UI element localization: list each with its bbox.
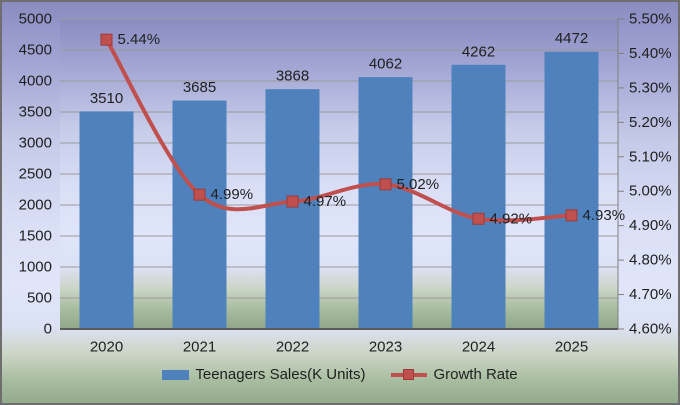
line-value-label: 4.97%	[304, 193, 347, 210]
x-axis-label: 2023	[369, 339, 402, 356]
left-axis-tick-label: 2500	[19, 166, 52, 183]
right-axis-tick-label: 5.50%	[629, 11, 672, 28]
line-series-swatch	[391, 369, 428, 380]
line-value-label: 4.92%	[490, 210, 533, 227]
x-axis-label: 2025	[555, 339, 588, 356]
left-axis-tick-label: 2000	[19, 197, 52, 214]
legend-item-growth: Growth Rate	[391, 366, 518, 383]
line-swatch-marker	[403, 369, 415, 380]
left-axis-tick-label: 500	[27, 290, 52, 307]
line-value-label: 5.44%	[118, 31, 161, 48]
marker-2024	[472, 212, 485, 225]
line-value-label: 4.99%	[211, 186, 254, 203]
left-axis-tick-label: 3000	[19, 135, 52, 152]
right-axis-tick-label: 5.00%	[629, 183, 672, 200]
marker-2021	[193, 188, 206, 201]
left-axis-tick-label: 0	[44, 321, 52, 338]
bar-value-label: 4262	[462, 43, 495, 60]
x-axis-label: 2024	[462, 339, 495, 356]
bar-value-label: 3868	[276, 68, 309, 85]
bar-2024	[451, 64, 506, 330]
bar-2020	[79, 111, 134, 329]
legend: Teenagers Sales(K Units) Growth Rate	[2, 366, 678, 383]
right-axis-tick-label: 4.80%	[629, 252, 672, 269]
left-axis-tick-label: 5000	[19, 11, 52, 28]
bar-value-label: 4062	[369, 56, 402, 73]
bar-value-label: 4472	[555, 30, 588, 47]
x-axis-label: 2020	[90, 339, 123, 356]
legend-label-growth: Growth Rate	[433, 366, 518, 383]
bar-2023	[358, 77, 413, 329]
right-axis-tick-label: 4.70%	[629, 286, 672, 303]
legend-item-sales: Teenagers Sales(K Units)	[162, 366, 365, 383]
bar-value-label: 3510	[90, 90, 123, 107]
left-axis-tick-label: 1000	[19, 259, 52, 276]
bar-2025	[544, 51, 599, 330]
marker-2020	[100, 33, 113, 46]
legend-label-sales: Teenagers Sales(K Units)	[195, 366, 366, 383]
left-axis-tick-label: 4000	[19, 73, 52, 90]
left-axis-tick-label: 1500	[19, 228, 52, 245]
marker-2023	[379, 178, 392, 191]
marker-2025	[565, 209, 578, 222]
line-value-label: 5.02%	[397, 176, 440, 193]
bar-value-label: 3685	[183, 79, 216, 96]
bar-series-swatch	[162, 369, 190, 380]
left-axis-tick-label: 3500	[19, 104, 52, 121]
right-axis-tick-label: 4.90%	[629, 217, 672, 234]
marker-2022	[286, 195, 299, 208]
right-axis-tick-label: 5.20%	[629, 114, 672, 131]
x-axis-label: 2022	[276, 339, 309, 356]
bar-2022	[265, 89, 320, 330]
line-value-label: 4.93%	[583, 207, 626, 224]
right-axis-tick-label: 5.10%	[629, 148, 672, 165]
x-axis-label: 2021	[183, 339, 216, 356]
bar-2021	[172, 100, 227, 329]
right-axis-tick-label: 5.30%	[629, 79, 672, 96]
right-axis-tick-label: 4.60%	[629, 321, 672, 338]
right-axis-tick-label: 5.40%	[629, 45, 672, 62]
left-axis-tick-label: 4500	[19, 42, 52, 59]
